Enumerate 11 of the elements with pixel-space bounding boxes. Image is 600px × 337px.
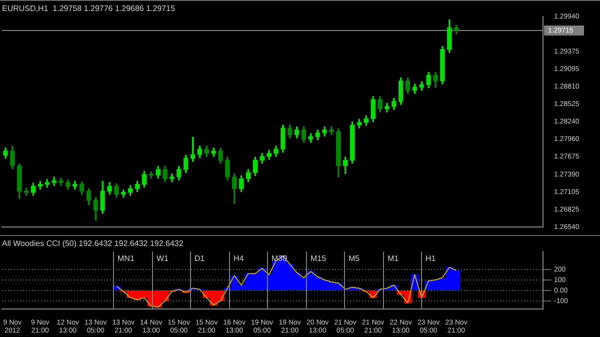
chart-title: EURUSD,H1 1.29758 1.29776 1.29686 1.29715 <box>2 4 176 14</box>
annotation: M30 <box>272 254 288 263</box>
annotation: W1 <box>156 254 170 263</box>
annotation: M1 <box>388 254 400 263</box>
chart-title: All Woodies CCI (50) 192.6432 192.6432 192.6432 <box>2 239 184 248</box>
annotation: MN1 <box>118 254 135 263</box>
annotation: H1 <box>426 254 436 263</box>
annotation: M15 <box>310 254 327 263</box>
annotation: M5 <box>348 254 360 263</box>
annotation: D1 <box>194 254 206 263</box>
annotation: H4 <box>234 254 244 263</box>
